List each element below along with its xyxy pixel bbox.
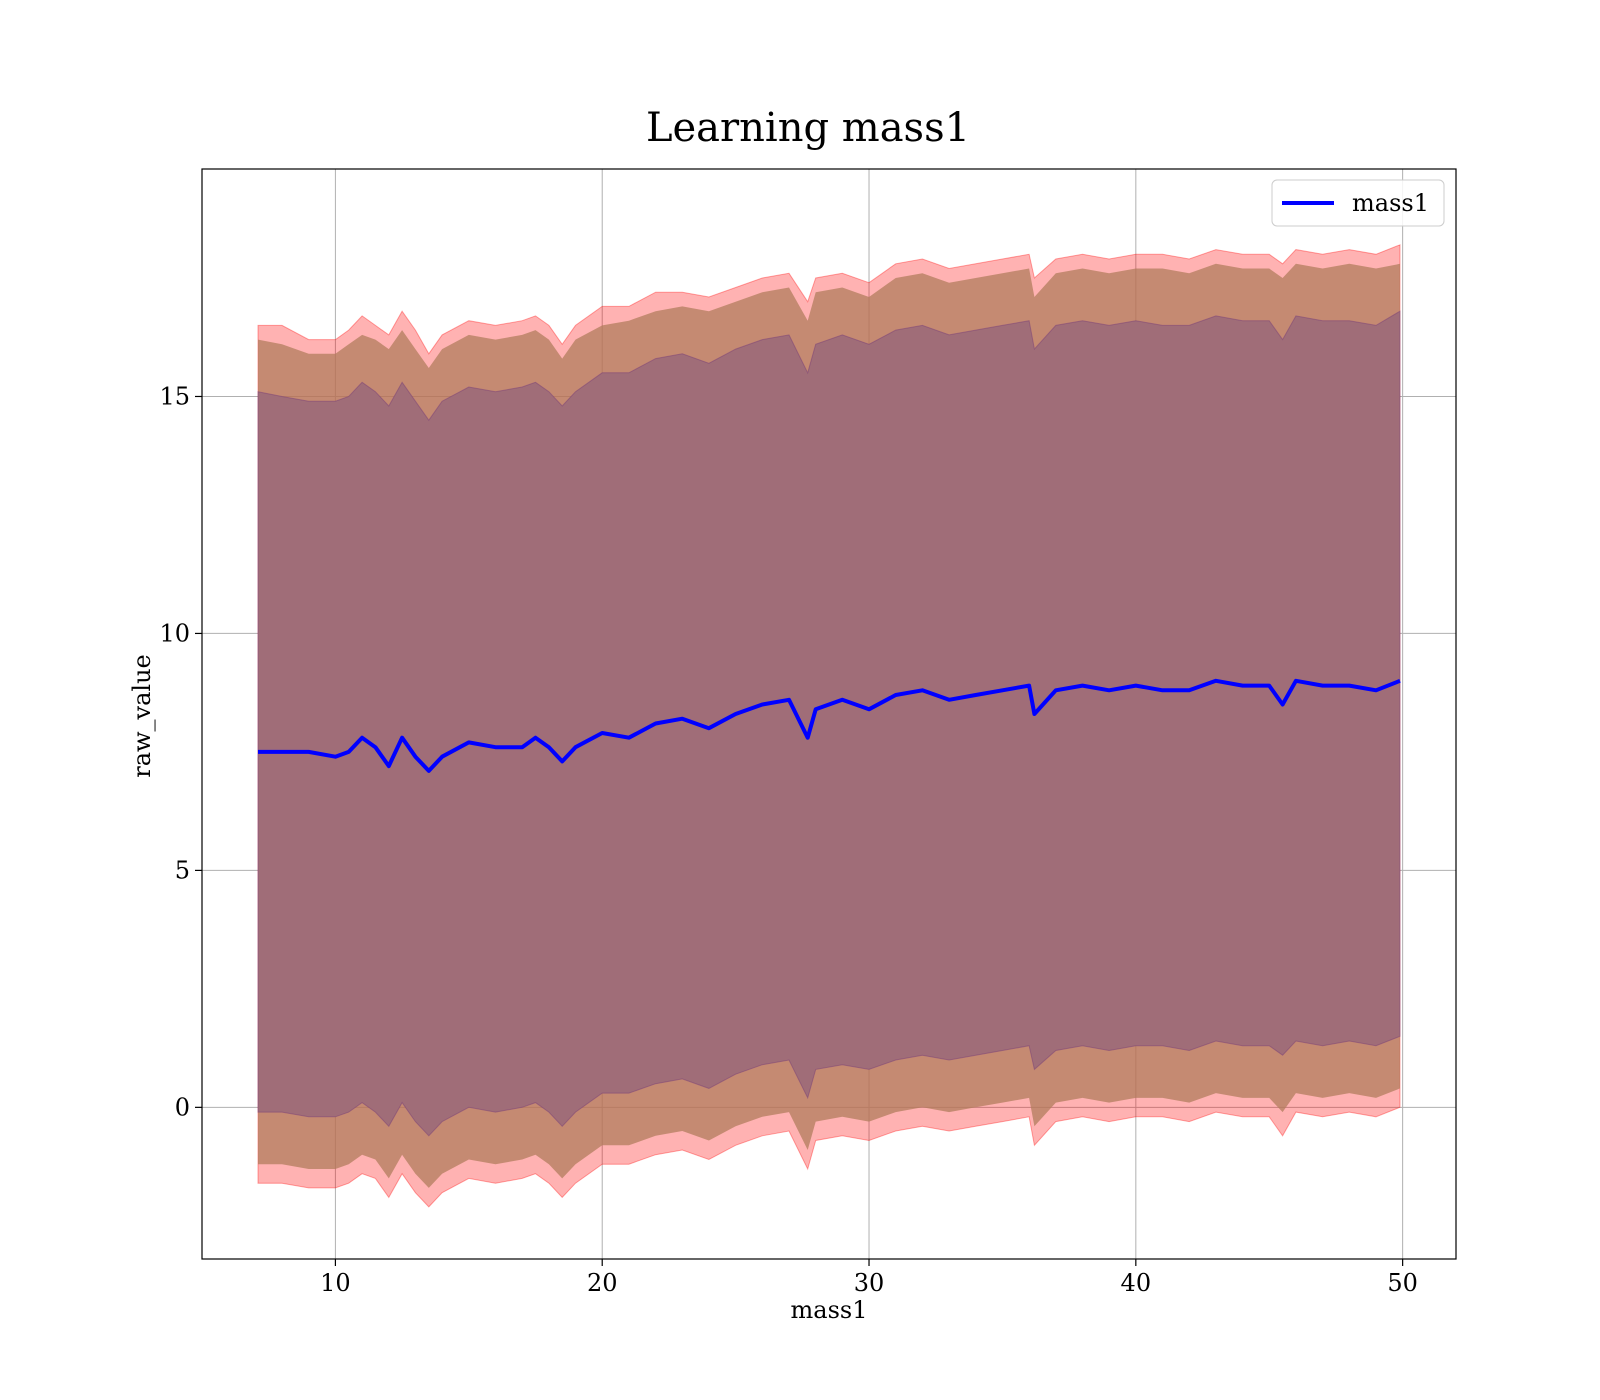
plot-frame	[201, 168, 1457, 1260]
x-tick-label: 50	[1387, 1269, 1418, 1297]
legend[interactable]: mass1	[1271, 179, 1445, 227]
y-tick-label: 0	[175, 1093, 190, 1121]
x-tick-label: 10	[320, 1269, 351, 1297]
legend-box	[1271, 179, 1445, 227]
y-tick-label: 15	[159, 382, 190, 410]
series-line-mass1	[258, 678, 1401, 773]
uncertainty-bands	[257, 244, 1401, 1208]
x-tick-label: 20	[587, 1269, 618, 1297]
inner-band	[257, 310, 1401, 1137]
axes: 10 20 30 40 50 0 5 10 15	[159, 382, 1417, 1297]
series-lines	[258, 678, 1401, 773]
y-axis-label: raw_value	[128, 654, 156, 778]
x-axis-label: mass1	[791, 1296, 868, 1324]
y-tick-label: 10	[159, 619, 190, 647]
legend-label: mass1	[1352, 189, 1429, 217]
x-tick-label: 30	[854, 1269, 885, 1297]
y-tick-label: 5	[175, 856, 190, 884]
x-tick-label: 40	[1121, 1269, 1152, 1297]
chart-title: Learning mass1	[646, 105, 970, 151]
